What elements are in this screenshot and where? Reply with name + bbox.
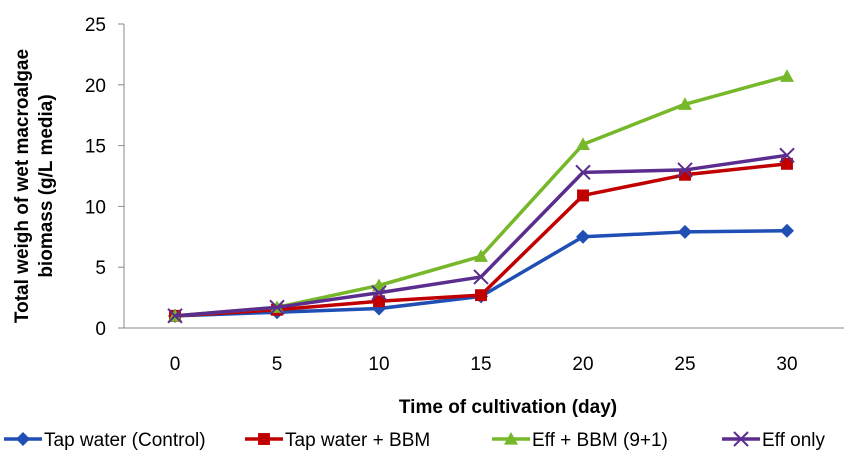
series-2 — [169, 157, 793, 322]
data-point — [781, 157, 793, 170]
data-point — [780, 223, 794, 238]
y-axis-title: Total weigh of wet macroalgae biomass (g… — [12, 49, 57, 323]
data-point — [373, 295, 385, 308]
series-layer — [167, 69, 795, 324]
legend-label: Eff + BBM (9+1) — [532, 430, 668, 451]
x-tick-label: 25 — [674, 354, 695, 375]
legend-label: Tap water (Control) — [44, 430, 206, 451]
data-point — [269, 299, 285, 316]
data-point — [679, 168, 691, 181]
legend-label: Eff only — [762, 430, 826, 451]
series-3 — [168, 69, 794, 322]
data-point — [167, 308, 183, 324]
y-tick-label: 15 — [85, 137, 106, 158]
x-tick-label: 30 — [776, 354, 797, 375]
y-tick-label: 5 — [95, 258, 106, 279]
y-tick-label: 0 — [95, 319, 106, 340]
data-point — [678, 224, 692, 239]
x-tick-label: 0 — [170, 354, 181, 375]
data-point — [474, 249, 488, 262]
y-axis-title-line-1: Total weigh of wet macroalgae — [12, 49, 33, 323]
data-point — [678, 97, 692, 110]
data-point — [576, 137, 590, 150]
x-axis-title: Time of cultivation (day) — [399, 397, 617, 418]
data-point — [576, 229, 590, 244]
x-tick-label: 15 — [470, 354, 491, 375]
legend: Tap water (Control) Tap water + BBM Eff + … — [4, 430, 826, 451]
legend-item: Eff + BBM (9+1) — [492, 430, 668, 451]
y-tick-label: 25 — [85, 15, 106, 36]
data-point — [16, 432, 30, 446]
x-axis-ticks: 0 5 10 15 20 25 30 — [170, 354, 798, 375]
data-point — [504, 432, 518, 445]
series-line — [174, 74, 788, 318]
x-tick-label: 5 — [272, 354, 283, 375]
data-point — [371, 285, 387, 301]
legend-item: Tap water (Control) — [4, 430, 206, 451]
y-tick-label: 20 — [85, 76, 106, 97]
legend-label: Tap water + BBM — [285, 430, 430, 451]
data-point — [733, 431, 749, 447]
data-point — [473, 269, 489, 285]
y-tick-label: 10 — [85, 197, 106, 218]
y-axis-ticks: 0 5 10 15 20 25 — [85, 15, 124, 340]
legend-item: Tap water + BBM — [245, 430, 430, 451]
data-point — [779, 147, 795, 164]
data-point — [258, 433, 270, 445]
series-4 — [167, 147, 795, 324]
data-point — [677, 162, 693, 178]
y-axis-title-line-2: biomass (g/L media) — [36, 94, 57, 277]
data-point — [577, 189, 589, 202]
x-tick-label: 20 — [572, 354, 593, 375]
data-point — [475, 289, 487, 302]
data-point — [780, 69, 794, 82]
legend-item: Eff only — [722, 430, 826, 451]
data-point — [575, 164, 591, 181]
x-tick-label: 10 — [368, 354, 389, 375]
